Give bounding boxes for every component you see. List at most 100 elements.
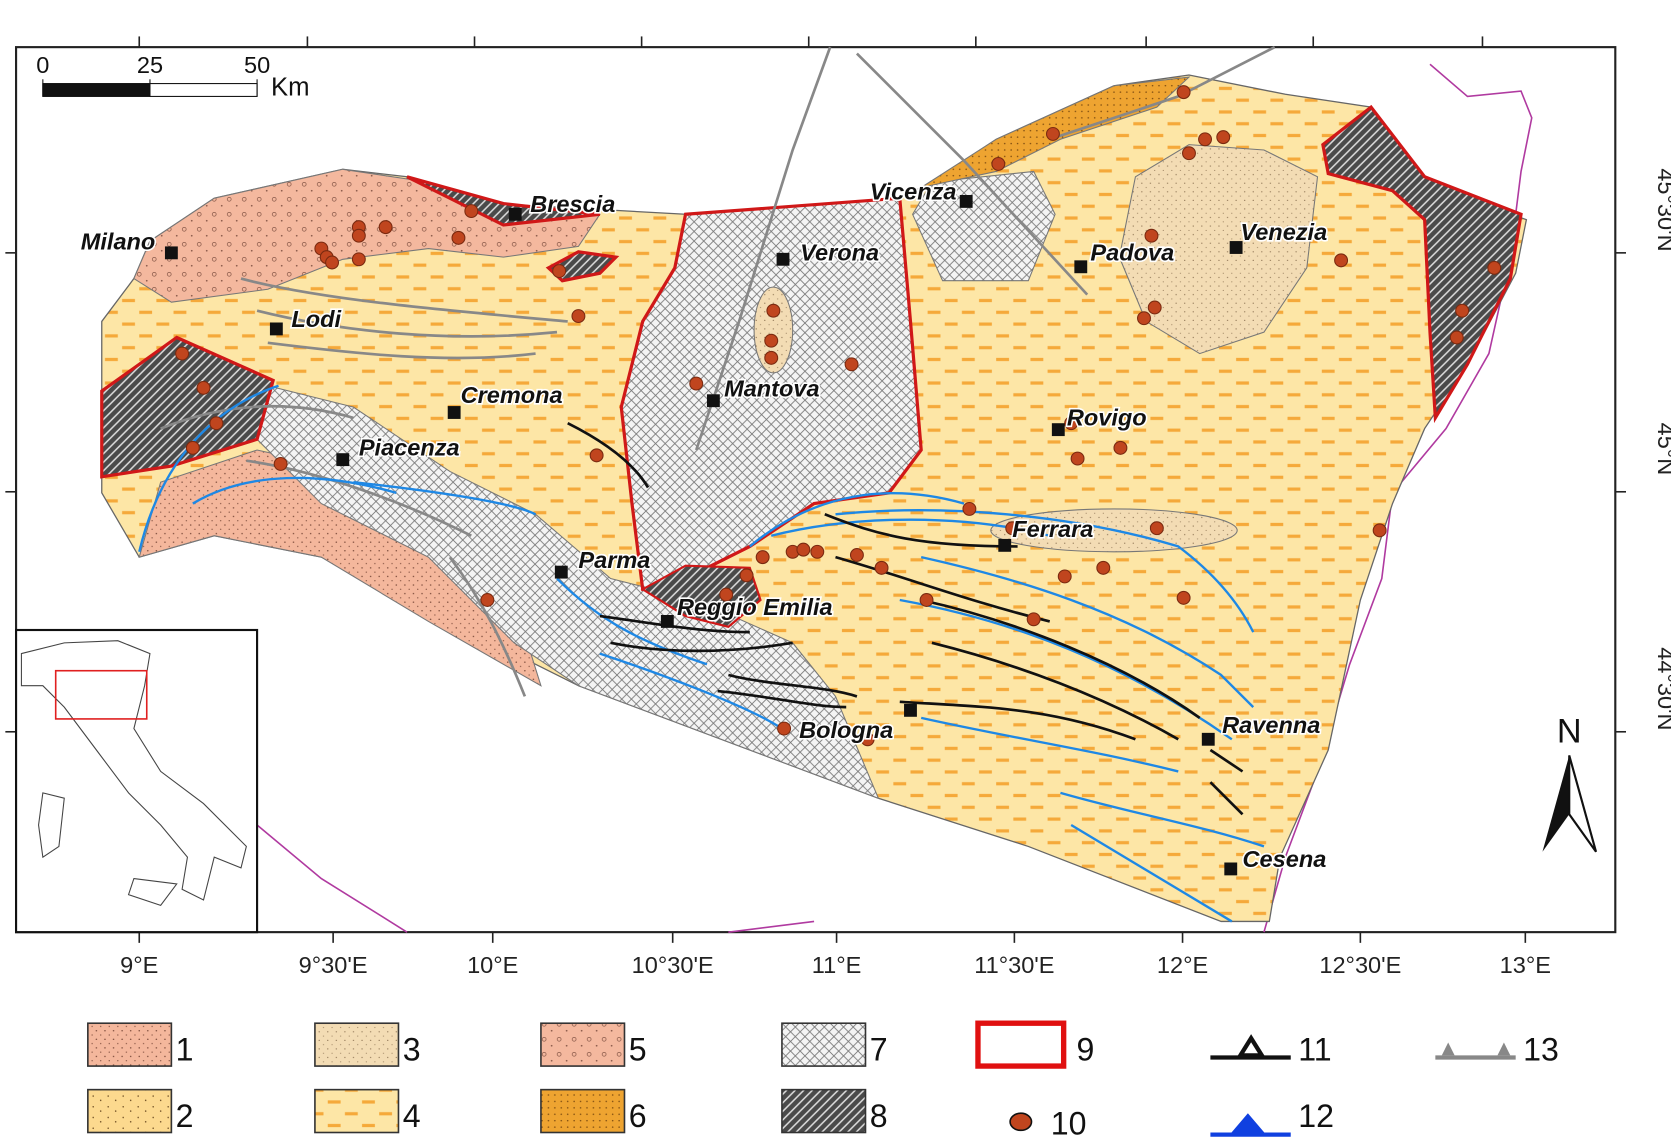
sample-site: [1070, 451, 1085, 466]
legend-swatch: [781, 1022, 867, 1067]
scale-bar: Km 0 25 50: [36, 52, 309, 102]
sample-site: [1334, 253, 1349, 268]
legend-swatch: [87, 1088, 173, 1134]
sample-site: [755, 550, 770, 565]
sample-site: [796, 542, 811, 557]
legend-label: 12: [1298, 1098, 1334, 1134]
city-label: Verona: [800, 239, 879, 265]
city-marker: [904, 703, 917, 717]
longitude-label: 9°E: [120, 952, 158, 978]
sample-site: [1449, 330, 1464, 345]
sample-site: [777, 721, 792, 736]
sample-site: [325, 255, 340, 270]
coastline: [256, 824, 815, 933]
sample-site: [739, 568, 754, 583]
sample-site: [589, 448, 604, 463]
sample-site: [1455, 303, 1470, 318]
sample-site: [273, 456, 288, 471]
sample-site: [844, 357, 859, 372]
latitude-label: 45°N: [1653, 423, 1671, 476]
latitude-label: 44°30'N: [1653, 647, 1671, 730]
city-marker: [1201, 732, 1215, 746]
city-marker: [1229, 241, 1243, 254]
sample-site: [175, 346, 190, 361]
sample-sites: [175, 85, 1502, 747]
scale-label: 50: [244, 52, 270, 78]
geology: [100, 45, 1533, 933]
sample-site: [764, 350, 779, 365]
city-marker: [1051, 423, 1065, 437]
city-label: Bologna: [799, 717, 893, 743]
sample-site: [860, 732, 875, 747]
legend-swatch: [540, 1088, 626, 1134]
sample-site: [810, 544, 825, 559]
legend-label: 4: [403, 1098, 421, 1134]
legend-label: 13: [1523, 1032, 1559, 1068]
scale-unit: Km: [271, 73, 310, 101]
legend-label: 5: [629, 1032, 647, 1068]
legend-swatch: [1229, 1113, 1267, 1135]
legend-swatch: [975, 1020, 1067, 1069]
sample-site: [962, 501, 977, 516]
legend-label: 1: [176, 1032, 194, 1068]
sample-site: [1149, 521, 1164, 536]
longitude-label: 12°30'E: [1319, 952, 1401, 978]
scale-label: 25: [137, 52, 163, 78]
city-marker: [447, 406, 461, 419]
sample-site: [849, 548, 864, 562]
sample-site: [719, 587, 734, 602]
sample-site: [451, 230, 466, 245]
city-marker: [706, 394, 720, 408]
city-marker: [1074, 260, 1088, 274]
city-label: Ravenna: [1222, 712, 1320, 738]
sample-site: [185, 440, 200, 455]
north-label: N: [1557, 712, 1582, 750]
city-marker: [269, 322, 283, 336]
sample-site: [378, 220, 393, 235]
city-label: Lodi: [291, 306, 341, 332]
sample-site: [874, 560, 889, 575]
sample-site: [1057, 569, 1072, 584]
city-label: Padova: [1090, 239, 1174, 265]
city-label: Ferrara: [1012, 516, 1093, 542]
inset-map: [14, 628, 259, 934]
sample-site: [919, 593, 934, 607]
city-marker: [554, 565, 568, 579]
longitude-label: 11°30'E: [974, 952, 1054, 978]
legend-label: 11: [1298, 1032, 1331, 1068]
longitude-label: 11°E: [812, 952, 862, 978]
graticule-labels: 9°E 9°30'E 10°E 10°30'E 11°E 11°30'E 12°E 12°30…: [5, 36, 1671, 978]
longitude-label: 10°E: [467, 952, 518, 978]
sample-site: [1096, 560, 1111, 575]
legend-label: 3: [403, 1032, 421, 1068]
sample-site: [1147, 300, 1162, 315]
longitude-label: 13°E: [1500, 952, 1551, 978]
legend-label: 2: [176, 1098, 194, 1134]
city-label: Vicenza: [870, 178, 957, 204]
city-label: Mantova: [724, 375, 820, 401]
sample-site: [1005, 521, 1020, 536]
legend-label: 6: [629, 1098, 647, 1134]
legend-label: 10: [1051, 1106, 1087, 1140]
city-label: Brescia: [530, 191, 615, 217]
legend-swatch: [1497, 1042, 1511, 1056]
legend-swatch: [1236, 1034, 1266, 1058]
sample-site: [1176, 85, 1191, 100]
legend-label: 7: [870, 1032, 888, 1068]
sample-site: [1137, 311, 1151, 326]
city-label: Cesena: [1243, 846, 1327, 872]
sample-site: [209, 416, 224, 431]
sample-site: [1176, 590, 1191, 605]
sample-site: [766, 303, 781, 318]
city-marker: [336, 453, 350, 467]
scale-segment: [42, 83, 151, 97]
city-label: Venezia: [1240, 219, 1327, 245]
scale-label: 0: [36, 52, 49, 78]
city-label: Rovigo: [1067, 404, 1147, 430]
city-marker: [998, 538, 1012, 552]
city-label: Parma: [578, 547, 650, 573]
sample-site: [1144, 228, 1159, 243]
sample-site: [689, 376, 704, 391]
sample-site: [464, 204, 479, 219]
